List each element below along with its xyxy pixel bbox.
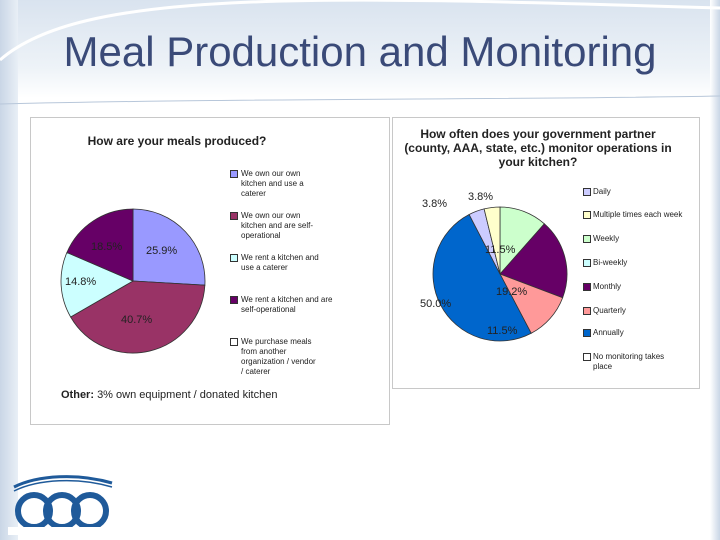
legend-entry: Multiple times each week [593,210,683,219]
data-label: 25.9% [146,245,178,257]
legend-entry: Monthly [593,282,622,291]
other-note-label: Other: [61,389,94,401]
pie-slice [70,280,206,354]
pie-slice [66,208,134,282]
legend-swatch [583,353,591,361]
legend-entry: Bi-weekly [593,258,628,267]
data-label: 11.5% [487,325,518,337]
data-label: 19.2% [496,286,528,298]
legend-entry: We rent a kitchen and use a caterer [241,253,319,272]
legend-swatch [583,329,591,337]
legend-entry: We own our own kitchen and use a caterer [241,169,304,198]
data-label: 11.5% [485,244,516,256]
data-label: 3.8% [422,198,448,210]
slide-title: Meal Production and Monitoring [63,28,657,75]
legend-swatch [583,283,591,291]
legend-swatch [230,338,238,346]
slide-left-border [0,0,18,540]
legend-swatch [230,296,238,304]
pie-slice [60,251,134,318]
legend-entry: Weekly [593,234,620,243]
data-label: 50.0% [420,298,452,310]
legend-entry: Annually [593,328,624,337]
data-label: 3.8% [468,191,494,203]
chart-title: How are your meals produced? [87,134,267,148]
meal-production-panel: How are your meals produced? 18.5% 25.9%… [30,117,390,425]
legend-entry: Daily [593,187,611,196]
monitoring-frequency-panel: How often does your government partner (… [392,117,700,389]
organization-logo [8,475,118,535]
monitoring-frequency-pie [432,206,568,342]
legend-swatch [583,259,591,267]
pie-slice [432,213,532,342]
legend-swatch [230,170,238,178]
data-label: 14.8% [65,276,97,288]
legend-swatch [583,211,591,219]
pie-slice [499,223,568,299]
data-label: 40.7% [121,314,153,326]
other-note-text: 3% own equipment / donated kitchen [97,389,278,401]
header-swoosh [0,0,720,105]
pie-slice [132,208,206,286]
legend-entry: We purchase meals from another organizat… [241,337,316,376]
legend-entry: We own our own kitchen and are self-oper… [241,211,314,240]
data-label: 18.5% [91,241,123,253]
slide-right-border [710,0,720,540]
slide-header-background [0,0,720,98]
pie-slice [483,206,501,275]
legend-entry: Quarterly [593,306,626,315]
legend-entry: No monitoring takes place [593,352,665,371]
legend-entry: We rent a kitchen and are self-operation… [241,295,333,314]
legend-swatch [230,254,238,262]
legend-swatch [583,235,591,243]
legend-swatch [230,212,238,220]
meal-production-pie [60,208,206,354]
chart-title: How often does your government partner (… [404,127,672,169]
legend-swatch [583,307,591,315]
legend-swatch [583,188,591,196]
other-note: Other: 3% own equipment / donated kitche… [61,389,277,401]
